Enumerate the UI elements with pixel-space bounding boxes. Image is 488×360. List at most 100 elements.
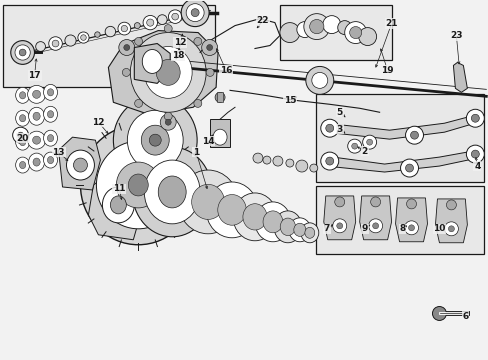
Text: 22: 22 [256,16,269,25]
Ellipse shape [78,32,89,43]
Ellipse shape [311,72,327,88]
Ellipse shape [263,211,282,233]
Ellipse shape [470,114,478,122]
Polygon shape [108,31,218,114]
Text: 4: 4 [473,162,480,171]
Text: 13: 13 [52,148,64,157]
Bar [279,5,391,60]
Ellipse shape [191,184,224,220]
Ellipse shape [405,164,413,172]
Text: 3: 3 [336,125,342,134]
Ellipse shape [16,87,30,103]
Ellipse shape [400,159,418,177]
Bar [315,94,483,182]
Ellipse shape [215,92,224,102]
Ellipse shape [132,147,212,237]
Ellipse shape [272,156,283,166]
Ellipse shape [95,32,100,37]
Ellipse shape [96,141,180,229]
Ellipse shape [16,110,30,126]
Ellipse shape [285,159,293,167]
Ellipse shape [372,223,378,229]
Ellipse shape [295,160,307,172]
Polygon shape [59,137,100,190]
Ellipse shape [193,99,202,107]
Ellipse shape [309,164,317,172]
Ellipse shape [33,112,40,120]
Ellipse shape [43,152,58,168]
Ellipse shape [130,32,205,112]
Ellipse shape [113,96,197,184]
Ellipse shape [280,218,295,235]
Ellipse shape [362,135,376,149]
Ellipse shape [81,35,86,40]
Polygon shape [88,170,143,240]
Ellipse shape [146,19,154,26]
Ellipse shape [368,219,382,233]
Ellipse shape [141,125,169,155]
Ellipse shape [370,197,380,207]
Ellipse shape [20,92,26,99]
Ellipse shape [300,223,318,243]
Ellipse shape [358,28,376,45]
Ellipse shape [351,143,357,149]
Ellipse shape [149,134,161,146]
Ellipse shape [243,204,266,230]
Ellipse shape [164,112,172,120]
Ellipse shape [118,22,130,35]
Ellipse shape [29,107,44,125]
Text: 23: 23 [449,31,462,40]
Ellipse shape [366,139,372,145]
Ellipse shape [296,22,312,37]
Text: 9: 9 [361,224,367,233]
Ellipse shape [52,40,59,47]
Ellipse shape [252,153,263,163]
Text: 15: 15 [283,96,296,105]
Ellipse shape [466,109,483,127]
Ellipse shape [206,45,212,50]
Text: 6: 6 [461,312,468,321]
Ellipse shape [410,131,418,139]
Text: 14: 14 [202,137,214,146]
Text: 2: 2 [361,147,367,156]
Ellipse shape [288,218,310,242]
Ellipse shape [15,45,30,60]
Ellipse shape [134,99,142,107]
Ellipse shape [19,49,26,56]
Bar [2,5,215,87]
Ellipse shape [322,15,340,33]
Text: 20: 20 [17,134,29,143]
Ellipse shape [404,221,418,235]
Ellipse shape [160,114,176,130]
Ellipse shape [347,139,361,153]
Ellipse shape [33,136,41,144]
Ellipse shape [13,127,29,143]
Ellipse shape [205,68,214,76]
Ellipse shape [186,4,203,22]
Text: 12: 12 [174,38,186,47]
Ellipse shape [305,67,333,94]
Ellipse shape [320,152,338,170]
Ellipse shape [325,157,333,165]
Text: 18: 18 [172,51,184,60]
Ellipse shape [47,89,54,96]
Ellipse shape [122,68,130,76]
Ellipse shape [27,85,45,103]
Text: 8: 8 [399,224,405,233]
Ellipse shape [446,200,455,210]
Ellipse shape [156,59,180,85]
Text: 7: 7 [323,224,329,233]
Ellipse shape [349,27,361,39]
Ellipse shape [304,227,314,238]
Text: 19: 19 [381,66,393,75]
Bar [210,119,229,147]
Ellipse shape [181,0,209,27]
Ellipse shape [18,132,23,138]
Ellipse shape [168,10,182,23]
Ellipse shape [217,194,246,225]
Ellipse shape [171,13,178,20]
Polygon shape [452,62,467,92]
Ellipse shape [121,26,127,32]
Ellipse shape [20,114,26,122]
Ellipse shape [466,145,483,163]
